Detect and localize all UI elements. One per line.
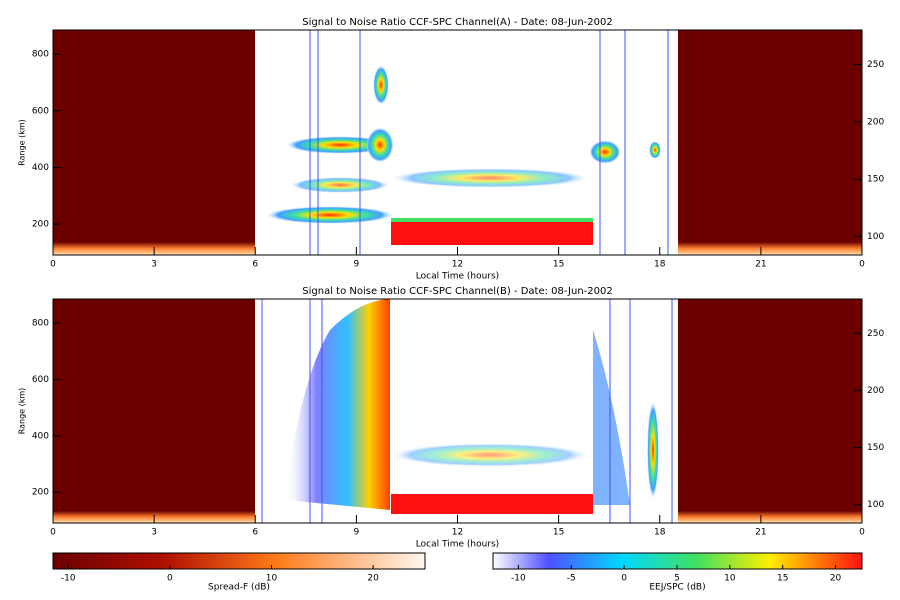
y-tick-label: 400 (32, 431, 49, 441)
y2-tick-label: 100 (867, 500, 884, 510)
colorbar-label: EEJ/SPC (dB) (649, 583, 705, 593)
colorbar-tick-label: -5 (567, 574, 576, 584)
colorbar-tick-label: 5 (674, 574, 680, 584)
y-tick-label: 800 (32, 318, 49, 328)
x-tick-label: 15 (553, 528, 564, 538)
x-axis-label: Local Time (hours) (416, 272, 499, 282)
x-axis-label: Local Time (hours) (416, 540, 499, 550)
y-axis-label: Range (km) (18, 119, 27, 166)
y-tick-label: 400 (32, 163, 49, 173)
x-tick-label: 6 (252, 260, 258, 270)
x-tick-label: 3 (151, 260, 157, 270)
x-tick-label: 9 (354, 528, 360, 538)
colorbar-tick-label: 20 (367, 574, 379, 584)
colorbar-tick-label: 0 (621, 574, 627, 584)
x-tick-label: 9 (354, 260, 360, 270)
colorbar-tick-label: 20 (830, 574, 842, 584)
x-tick-label: 21 (755, 528, 766, 538)
colorbar-tick-label: 0 (167, 574, 173, 584)
y-tick-label: 800 (32, 50, 49, 60)
y-tick-label: 600 (32, 375, 49, 385)
colorbar-tick-label: -10 (511, 574, 526, 584)
colorbar-spread-f (52, 552, 426, 570)
y2-tick-label: 100 (867, 232, 884, 242)
x-tick-label: 0 (50, 260, 56, 270)
y2-tick-label: 250 (867, 329, 884, 339)
x-tick-label: 12 (452, 528, 463, 538)
x-tick-label: 6 (252, 528, 258, 538)
x-tick-label: 0 (859, 260, 865, 270)
panel-a-image (53, 30, 862, 255)
y-tick-label: 600 (32, 106, 49, 116)
x-tick-label: 15 (553, 260, 564, 270)
colorbar-tick-label: 15 (777, 574, 788, 584)
x-tick-label: 12 (452, 260, 463, 270)
chart-title: Signal to Noise Ratio CCF-SPC Channel(A)… (302, 17, 612, 28)
x-tick-label: 21 (755, 260, 766, 270)
colorbar-label: Spread-F (dB) (208, 583, 270, 593)
y2-tick-label: 150 (867, 443, 884, 453)
panel-b-image (53, 299, 862, 523)
y2-tick-label: 200 (867, 386, 884, 396)
colorbar-eej (492, 552, 863, 570)
y2-tick-label: 200 (867, 117, 884, 127)
x-tick-label: 0 (50, 528, 56, 538)
x-tick-label: 3 (151, 528, 157, 538)
y2-tick-label: 150 (867, 175, 884, 185)
y-tick-label: 200 (32, 488, 49, 498)
colorbar-tick-label: 10 (724, 574, 736, 584)
colorbar-tick-label: -10 (61, 574, 76, 584)
colorbar-tick-label: 10 (266, 574, 278, 584)
x-tick-label: 0 (859, 528, 865, 538)
y-tick-label: 200 (32, 220, 49, 230)
chart-title: Signal to Noise Ratio CCF-SPC Channel(B)… (302, 286, 612, 297)
y2-tick-label: 250 (867, 60, 884, 70)
y-axis-label: Range (km) (18, 388, 27, 435)
x-tick-label: 18 (654, 528, 666, 538)
x-tick-label: 18 (654, 260, 666, 270)
